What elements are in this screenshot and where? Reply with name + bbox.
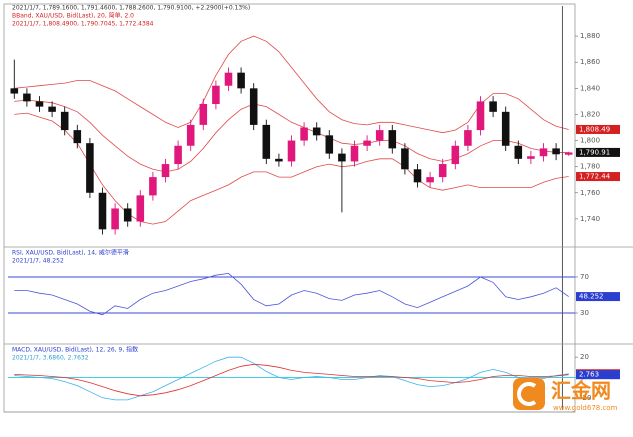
candle-body: [426, 177, 434, 183]
candle-body: [10, 88, 19, 94]
candle-body: [48, 106, 56, 112]
candle-body: [564, 152, 573, 155]
price-tag-label: 48.252: [579, 293, 604, 301]
legend-text: 2021/1/7, 48.252: [12, 258, 64, 265]
candle-body: [388, 130, 397, 149]
candle-body: [325, 135, 334, 154]
y-tick-label: 1,860: [580, 58, 600, 66]
y-tick-label: 1,740: [580, 215, 600, 223]
series-line: [14, 272, 569, 316]
candle-body: [501, 111, 510, 146]
y-tick-label: 1,760: [580, 189, 600, 197]
candle-body: [514, 145, 523, 159]
candle-body: [338, 153, 346, 162]
candle-body: [98, 192, 107, 230]
candle-body: [212, 85, 220, 104]
candle-body: [186, 124, 195, 146]
candle-body: [60, 111, 69, 131]
candle-body: [350, 145, 359, 162]
candle-body: [312, 127, 321, 136]
watermark: 汇金网 www.gold678.com: [513, 378, 618, 412]
candle-body: [476, 101, 485, 131]
candle-body: [375, 130, 384, 141]
candle-body: [464, 130, 472, 146]
candle-body: [149, 177, 157, 196]
candle-body: [401, 148, 409, 170]
candle-body: [174, 145, 182, 165]
candle-body: [552, 148, 560, 155]
candle-body: [539, 148, 548, 157]
legend-text: MACD, XAU/USD, Bid(Last), 12, 26, 9, 指数: [12, 346, 138, 354]
price-tag-label: 1,772.44: [579, 173, 611, 181]
candle-body: [262, 124, 271, 159]
series-line: [14, 99, 569, 173]
price-tag-label: 1,790.91: [579, 148, 610, 156]
price-tag: [576, 147, 620, 157]
y-tick-label: 1,820: [580, 110, 600, 118]
candle-body: [287, 140, 296, 162]
y-tick-label: -20: [580, 394, 591, 402]
price-tag-label: 2.763: [579, 371, 599, 379]
watermark-url: www.gold678.com: [553, 404, 618, 412]
series-line: [14, 35, 569, 134]
candle-body: [23, 93, 31, 102]
watermark-name: 汇金网: [551, 379, 611, 403]
y-tick-label: 70: [580, 273, 589, 281]
y-tick-label: 1,840: [580, 84, 600, 92]
price-tag: [576, 124, 620, 134]
series-line: [14, 363, 569, 397]
legend-text: BBand, XAU/USD, Bid(Last), 20, 简单, 2.0: [12, 12, 134, 20]
price-tag-label: 1,808.49: [579, 125, 610, 133]
candle-body: [224, 72, 233, 86]
candle-body: [199, 104, 208, 125]
candle-body: [237, 72, 245, 89]
candle-body: [438, 164, 447, 178]
legend-text: RSI, XAU/USD, Bid(Last), 14, 威尔德平滑: [12, 249, 129, 257]
y-tick-label: 1,780: [580, 163, 600, 171]
candle-body: [136, 195, 145, 222]
candle-body: [161, 164, 170, 178]
candle-body: [73, 130, 82, 144]
legend-text: 2021/1/7, 1,789.1600, 1,791.4600, 1,788.…: [12, 5, 250, 12]
price-tag: [576, 292, 620, 302]
y-tick-label: 1,880: [580, 32, 600, 40]
series-line: [14, 356, 569, 401]
candle-body: [86, 143, 94, 193]
candle-body: [249, 88, 258, 125]
candle-body: [123, 208, 132, 222]
series-line: [14, 112, 569, 225]
candle-body: [111, 208, 119, 230]
candle-body: [363, 140, 371, 146]
y-tick-label: 20: [580, 353, 589, 361]
candle-body: [300, 127, 308, 141]
candle-body: [35, 101, 44, 107]
price-tag: [576, 172, 620, 182]
candle-body: [527, 156, 535, 159]
y-tick-label: 30: [580, 309, 589, 317]
candle-body: [451, 145, 460, 165]
legend-text: 2021/1/7, 3.6860, 2.7632: [12, 355, 89, 362]
legend-text: 2021/1/7, 1,808.4900, 1,790.7045, 1,772.…: [12, 21, 154, 28]
logo-mark: [517, 382, 537, 406]
price-tag: [576, 370, 620, 380]
candle-body: [275, 158, 283, 162]
candle-body: [413, 169, 422, 183]
y-tick-label: 1,800: [580, 137, 600, 145]
candle-body: [489, 101, 497, 112]
